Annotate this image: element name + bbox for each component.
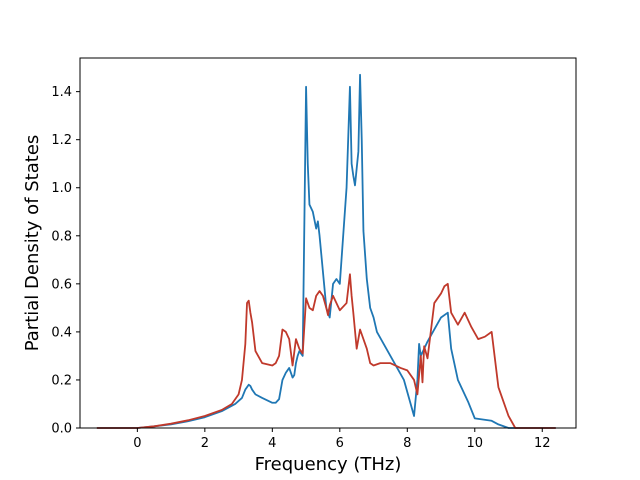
y-tick-label: 1.2 [51,133,72,148]
x-axis-label: Frequency (THz) [255,454,402,475]
series-layer [96,73,556,429]
x-tick-label: 12 [534,436,551,451]
y-axis-ticks: 0.0 0.2 0.4 0.6 0.8 1.0 1.2 1.4 [51,85,80,437]
y-tick-label: 0.2 [51,373,72,388]
y-tick-label: 0.0 [51,422,72,437]
x-tick-label: 8 [403,436,411,451]
y-tick-label: 0.6 [51,277,72,292]
y-tick-label: 1.4 [51,85,72,100]
x-tick-label: 4 [268,436,276,451]
x-axis-ticks: 0 2 4 6 8 10 12 [133,428,551,451]
y-axis-label: Partial Density of States [22,135,43,352]
x-tick-label: 6 [336,436,344,451]
x-tick-label: 0 [133,436,141,451]
x-tick-label: 10 [467,436,484,451]
series-line-1 [96,73,556,429]
plot-frame [79,57,577,429]
y-tick-label: 0.4 [51,325,72,340]
y-tick-label: 1.0 [51,181,72,196]
series-line-2 [96,273,556,429]
x-tick-label: 2 [201,436,209,451]
y-tick-label: 0.8 [51,229,72,244]
